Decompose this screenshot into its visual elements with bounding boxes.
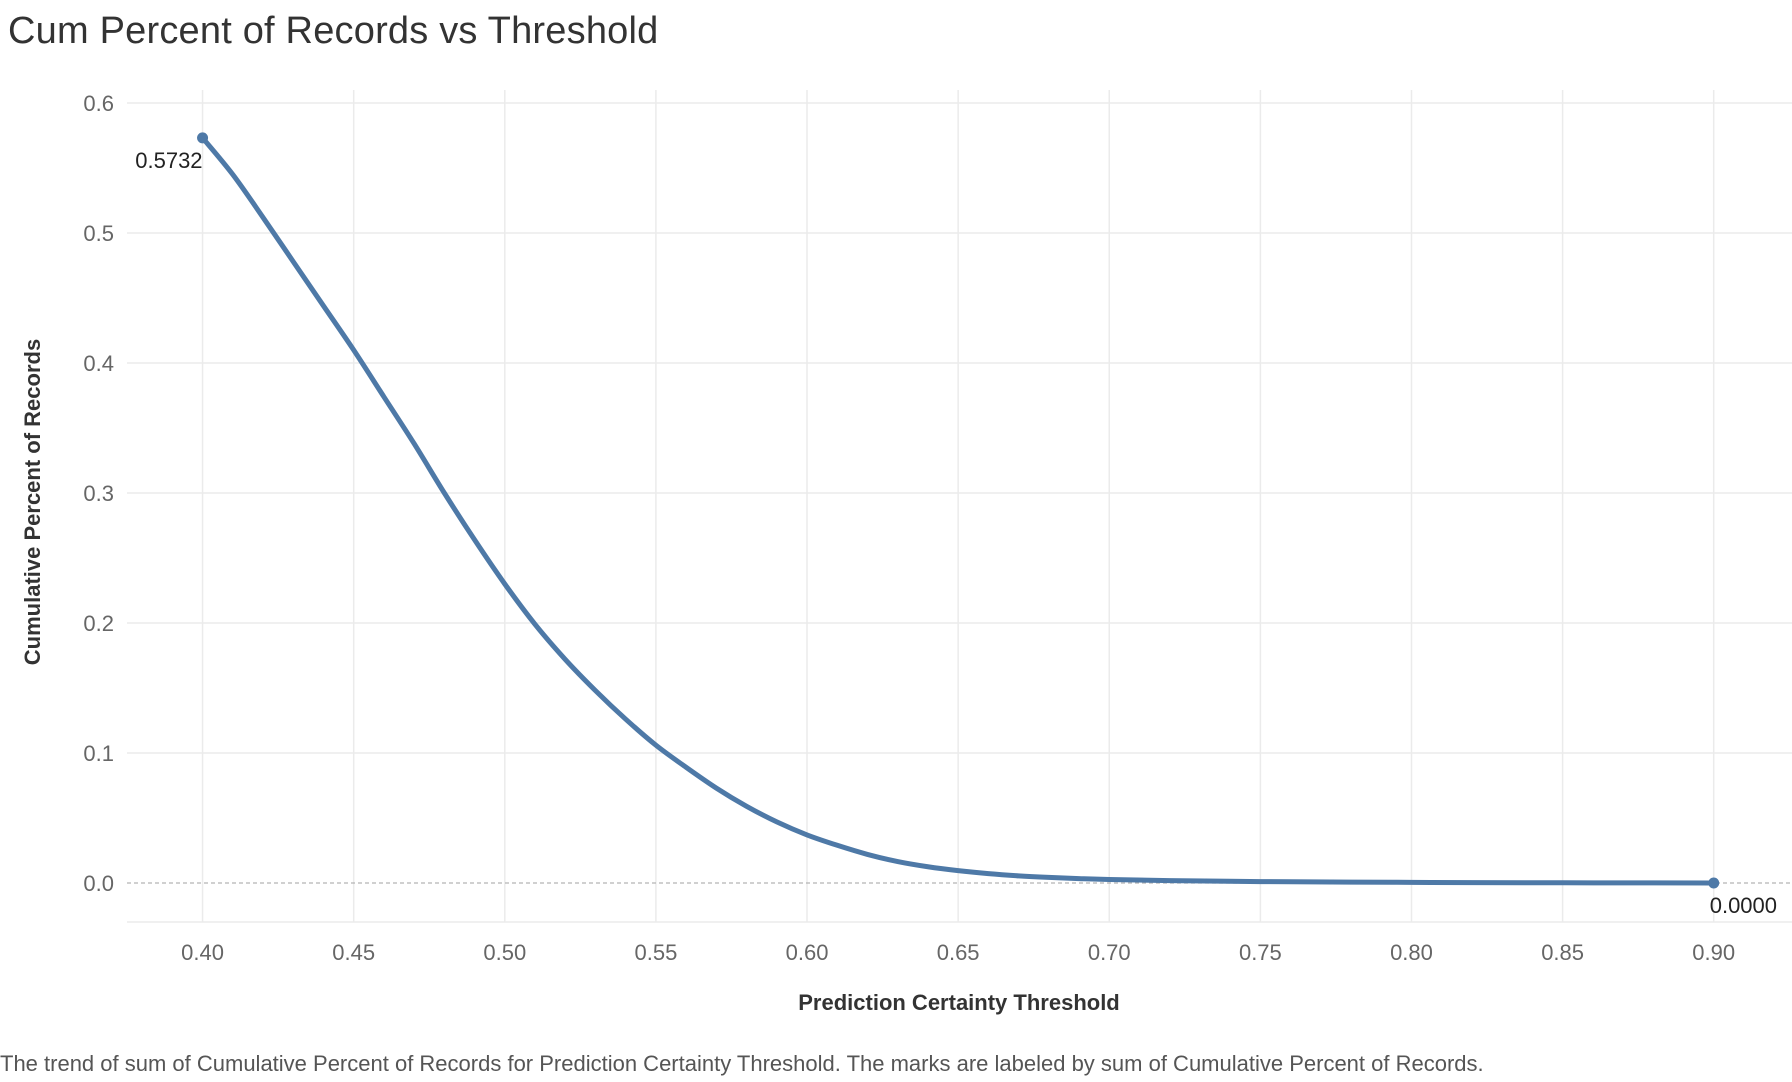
axes: 0.40 0.45 0.50 0.55 0.60 0.65 0.70 0.75 0.80 0.85… <box>83 91 1735 965</box>
x-tick-label: 0.45 <box>332 940 375 965</box>
x-tick-label: 0.75 <box>1239 940 1282 965</box>
chart-caption: The trend of sum of Cumulative Percent o… <box>0 1051 1484 1076</box>
y-tick-label: 0.1 <box>83 741 114 766</box>
y-tick-label: 0.3 <box>83 481 114 506</box>
line-chart: 0.40 0.45 0.50 0.55 0.60 0.65 0.70 0.75 0.80 0.85… <box>20 90 1792 1015</box>
y-axis-title: Cumulative Percent of Records <box>20 339 45 665</box>
data-label: 0.0000 <box>1710 893 1777 918</box>
x-tick-label: 0.40 <box>181 940 224 965</box>
x-tick-label: 0.65 <box>937 940 980 965</box>
x-tick-label: 0.50 <box>483 940 526 965</box>
x-tick-label: 0.55 <box>634 940 677 965</box>
data-point-marker <box>197 132 209 144</box>
y-tick-label: 0.5 <box>83 221 114 246</box>
x-tick-label: 0.60 <box>786 940 829 965</box>
series-line <box>200 135 1717 886</box>
x-tick-label: 0.80 <box>1390 940 1433 965</box>
y-tick-label: 0.6 <box>83 91 114 116</box>
x-tick-label: 0.70 <box>1088 940 1131 965</box>
data-labels: 0.5732 0.0000 <box>135 148 1777 918</box>
gridlines <box>127 90 1792 923</box>
data-point-marker <box>1708 877 1720 889</box>
chart-title: Cum Percent of Records vs Threshold <box>8 10 659 52</box>
y-tick-label: 0.4 <box>83 351 114 376</box>
y-tick-label: 0.0 <box>83 871 114 896</box>
x-tick-label: 0.90 <box>1692 940 1735 965</box>
data-label: 0.5732 <box>135 148 202 173</box>
x-axis-title: Prediction Certainty Threshold <box>798 990 1120 1015</box>
series-layer <box>197 132 1720 889</box>
x-tick-label: 0.85 <box>1541 940 1584 965</box>
y-tick-label: 0.2 <box>83 611 114 636</box>
